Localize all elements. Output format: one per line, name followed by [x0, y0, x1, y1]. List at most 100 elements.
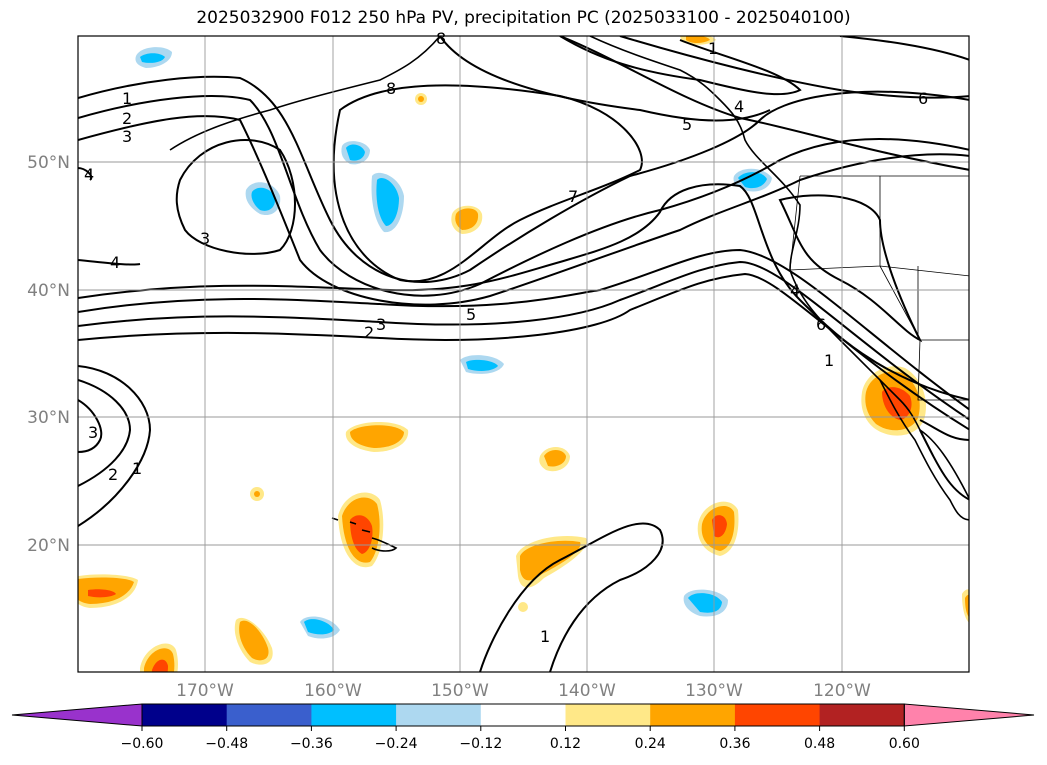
- contour-label: 3: [88, 423, 98, 442]
- pv-contour: [559, 36, 802, 96]
- contour-label: 1: [540, 627, 550, 646]
- latitude-labels: 50°N 40°N 30°N 20°N: [27, 153, 70, 556]
- colorbar-tick-label: −0.48: [205, 736, 248, 752]
- precip-negative-area: [140, 53, 165, 63]
- contour-label: 2: [108, 465, 118, 484]
- latitude-label: 50°N: [27, 153, 70, 173]
- precip-positive-area: [686, 36, 710, 43]
- precip-negative-area: [346, 144, 365, 161]
- pv-contours: [78, 36, 969, 672]
- contour-label: 2: [364, 323, 374, 342]
- borders: [789, 175, 969, 401]
- precip-positive-area: [965, 594, 969, 618]
- precip-negative-area: [251, 187, 276, 211]
- colorbar-frame: [141, 703, 905, 727]
- contour-label: 6: [816, 315, 826, 334]
- precip-negative-area: [688, 593, 722, 613]
- colorbar-tick-label: 0.12: [550, 736, 581, 752]
- colorbar-tick-label: 0.48: [804, 736, 835, 752]
- map-area: [78, 36, 969, 672]
- longitude-label: 160°W: [304, 681, 362, 701]
- contour-label: 3: [200, 229, 210, 248]
- pv-contour: [619, 36, 969, 99]
- colorbar-swatch: [480, 704, 566, 726]
- precip-positive-area: [151, 659, 168, 672]
- pv-contour: [479, 522, 664, 672]
- colorbar-extend-high: [903, 703, 1035, 727]
- pv-contour: [78, 259, 141, 266]
- colorbar-swatch: [565, 704, 651, 726]
- longitude-label: 140°W: [558, 681, 616, 701]
- colorbar: −0.60 −0.48 −0.36 −0.24 −0.12 0.12 0.24 0.36 0.4…: [11, 703, 1035, 752]
- pv-contour: [78, 379, 132, 487]
- longitude-label: 120°W: [813, 681, 871, 701]
- pv-contour: [78, 272, 969, 431]
- precip-positive-area: [518, 602, 528, 612]
- precip-negative-area: [738, 172, 767, 189]
- contour-label: 5: [682, 115, 692, 134]
- pv-contour: [919, 419, 969, 441]
- pv-contour: [78, 399, 103, 453]
- contour-label: 1: [122, 89, 132, 108]
- precip-negative-area: [304, 619, 334, 635]
- precip-negative-area: [466, 359, 498, 371]
- precip-negative-area: [376, 178, 399, 226]
- contour-label: 1: [824, 351, 834, 370]
- pv-contour: [78, 95, 969, 297]
- coastline-aleutians: [169, 36, 441, 151]
- precip-positive-area: [455, 208, 479, 230]
- colorbar-tick-label: −0.36: [290, 736, 333, 752]
- coastline-hawaii: [331, 517, 398, 552]
- precip-positive-area: [239, 620, 269, 661]
- contour-label: 3: [376, 315, 386, 334]
- colorbar-swatch: [311, 704, 397, 726]
- colorbar-swatch: [650, 704, 736, 726]
- precip-positive-area: [254, 491, 260, 497]
- contour-label: 1: [132, 459, 142, 478]
- colorbar-tick-label: 0.36: [719, 736, 750, 752]
- contour-label: 4: [84, 165, 94, 184]
- pv-contour: [919, 429, 969, 501]
- pv-contour: [78, 365, 152, 527]
- contour-label: 4: [790, 281, 800, 300]
- coastline-north-america: [589, 36, 969, 500]
- precip-positive-area: [520, 540, 581, 581]
- colorbar-swatch: [819, 704, 905, 726]
- contour-label: 7: [568, 187, 578, 206]
- pv-contour: [78, 248, 969, 411]
- latitude-label: 20°N: [27, 536, 70, 556]
- contour-label: 8: [436, 29, 446, 48]
- coastline-baja: [879, 379, 969, 521]
- contour-label: 5: [466, 305, 476, 324]
- precip-positive-area: [712, 515, 727, 538]
- colorbar-tick-label: −0.60: [121, 736, 164, 752]
- pv-contour: [78, 183, 969, 401]
- contour-label: 1: [708, 39, 718, 58]
- contour-label: 4: [110, 253, 120, 272]
- colorbar-swatch: [734, 704, 821, 726]
- contour-label: 4: [734, 97, 744, 116]
- pv-contour: [839, 36, 969, 61]
- precip-positive-area: [544, 450, 566, 467]
- contour-labels: 1 2 3 4 5 6 7 8 4 3 4 5 3 2 1 3 2 1 1 4 …: [84, 29, 928, 646]
- colorbar-tick-label: 0.24: [635, 736, 666, 752]
- longitude-labels: 170°W 160°W 150°W 140°W 130°W 120°W: [176, 681, 871, 701]
- pv-contour: [332, 84, 643, 283]
- colorbar-swatch: [142, 704, 228, 726]
- contour-label: 3: [122, 127, 132, 146]
- colorbar-extend-low: [11, 703, 143, 727]
- precip-positive-area: [350, 425, 404, 448]
- latitude-label: 40°N: [27, 281, 70, 301]
- map-title: 2025032900 F012 250 hPa PV, precipitatio…: [196, 8, 851, 28]
- pv-contour: [559, 36, 969, 171]
- pv-contour: [78, 260, 969, 421]
- pv-contour: [175, 139, 296, 255]
- precip-positive-area: [350, 515, 373, 554]
- latitude-label: 30°N: [27, 408, 70, 428]
- contour-label: 2: [122, 109, 132, 128]
- longitude-label: 150°W: [431, 681, 489, 701]
- colorbar-swatch: [226, 704, 312, 726]
- precip-positive-area: [882, 387, 912, 420]
- precip-positive-area: [418, 96, 424, 102]
